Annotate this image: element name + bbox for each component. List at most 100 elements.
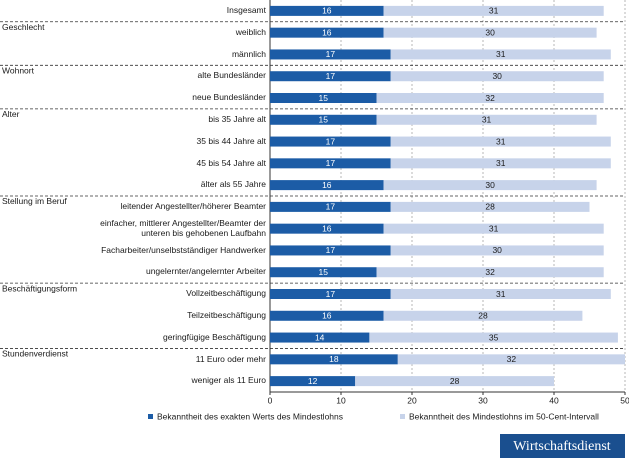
x-tick-label: 20: [407, 395, 417, 405]
value-label: 28: [450, 376, 460, 386]
category-label: Insgesamt: [226, 5, 266, 16]
value-label: 30: [485, 180, 495, 190]
bar-segment: [270, 5, 384, 16]
legend-label: Bekanntheit des Mindestlohns im 50-Cent-…: [409, 411, 599, 421]
category-label: geringfügige Beschäftigung: [162, 331, 266, 342]
value-label: 17: [326, 136, 336, 146]
bar-segment: [376, 267, 604, 278]
value-label: 16: [322, 27, 332, 37]
x-tick-label: 50: [620, 395, 629, 405]
value-label: 15: [319, 93, 329, 103]
value-label: 18: [329, 354, 339, 364]
category-label: 35 bis 44 Jahre alt: [196, 135, 266, 146]
value-label: 32: [485, 267, 495, 277]
value-label: 28: [485, 202, 495, 212]
value-label: 30: [492, 245, 502, 255]
bar-segment: [270, 267, 377, 278]
value-label: 30: [485, 27, 495, 37]
x-tick-label: 10: [336, 395, 346, 405]
category-label-box: bis 35 Jahre alt: [208, 114, 266, 124]
category-label-box: geringfügige Beschäftigung: [162, 331, 266, 342]
category-label: Facharbeiter/unselbstständiger Handwerke…: [101, 244, 266, 255]
bar-segment: [270, 27, 384, 38]
value-label: 17: [326, 202, 336, 212]
x-tick-label: 30: [478, 395, 488, 405]
bar-segment: [390, 245, 604, 256]
category-label: bis 35 Jahre alt: [208, 114, 266, 124]
bar-segment: [383, 5, 604, 16]
group-label: Geschlecht: [2, 22, 45, 32]
bar-segment: [270, 354, 398, 365]
category-label: Vollzeitbeschäftigung: [186, 288, 266, 299]
value-label: 31: [482, 115, 492, 125]
category-label: männlich: [231, 48, 266, 59]
category-label-box: neue Bundesländer: [192, 93, 266, 102]
value-label: 31: [496, 158, 506, 168]
category-label-box: einfacher, mittlerer Angestellter/Beamte…: [100, 218, 266, 238]
bar-segment: [270, 158, 391, 169]
value-label: 16: [322, 223, 332, 233]
value-label: 17: [326, 71, 336, 81]
value-label: 31: [496, 49, 506, 59]
value-label: 32: [485, 93, 495, 103]
category-label: leitender Angestellter/höherer Beamter: [120, 201, 266, 212]
bar-segment: [383, 180, 597, 191]
bar-segment: [270, 332, 370, 343]
source-box: [500, 434, 625, 458]
value-label: 32: [507, 354, 517, 364]
category-label: alte Bundesländer: [197, 70, 266, 81]
category-label: 45 bis 54 Jahre alt: [196, 157, 266, 168]
bar-segment: [270, 93, 377, 103]
bar-segment: [355, 376, 554, 387]
value-label: 15: [319, 115, 329, 125]
legend-swatch: [400, 414, 405, 419]
x-tick-label: 0: [268, 395, 273, 405]
bar-segment: [270, 136, 391, 147]
bar-segment: [270, 201, 391, 212]
bar-segment: [270, 310, 384, 321]
group-label: Beschäftigungsform: [2, 283, 77, 293]
bar-segment: [390, 71, 604, 82]
bar-segment: [390, 201, 590, 212]
value-label: 16: [322, 6, 332, 16]
value-label: 16: [322, 311, 332, 321]
group-label: Wohnort: [2, 65, 35, 75]
value-label: 30: [492, 71, 502, 81]
value-label: 31: [496, 136, 506, 146]
value-label: 15: [319, 267, 329, 277]
bar-segment: [270, 114, 377, 125]
bar-segment: [270, 223, 384, 234]
value-label: 31: [489, 6, 499, 16]
category-label-box: 35 bis 44 Jahre alt: [196, 135, 266, 146]
category-label-box: Vollzeitbeschäftigung: [186, 288, 266, 299]
bar-segment: [270, 289, 391, 299]
value-label: 17: [326, 158, 336, 168]
category-label: weniger als 11 Euro: [191, 375, 267, 386]
category-label-box: Facharbeiter/unselbstständiger Handwerke…: [101, 244, 266, 255]
bar-segment: [270, 49, 391, 60]
bar-segment: [270, 180, 384, 191]
bar-segment: [390, 136, 611, 147]
bar-segment: [270, 376, 356, 387]
bar-segment: [369, 332, 618, 343]
value-label: 35: [489, 332, 499, 342]
bar-segment: [397, 354, 625, 365]
value-label: 28: [478, 311, 488, 321]
value-label: 31: [496, 289, 506, 299]
category-label-box: leitender Angestellter/höherer Beamter: [120, 201, 266, 212]
category-label-box: älter als 55 Jahre: [201, 180, 266, 189]
bar-segment: [376, 114, 597, 125]
bar-segment: [270, 245, 391, 256]
bar-segment: [390, 49, 611, 60]
category-label: 11 Euro oder mehr: [195, 353, 266, 364]
category-label-box: Insgesamt: [226, 5, 266, 16]
group-label: Stundenverdienst: [2, 349, 69, 359]
bar-segment: [376, 93, 604, 103]
bar-segment: [383, 310, 583, 321]
value-label: 14: [315, 332, 325, 342]
category-label: einfacher, mittlerer Angestellter/Beamte…: [100, 218, 266, 238]
category-label: weiblich: [235, 26, 266, 37]
bar-segment: [390, 289, 611, 299]
category-label-box: 45 bis 54 Jahre alt: [196, 157, 266, 168]
